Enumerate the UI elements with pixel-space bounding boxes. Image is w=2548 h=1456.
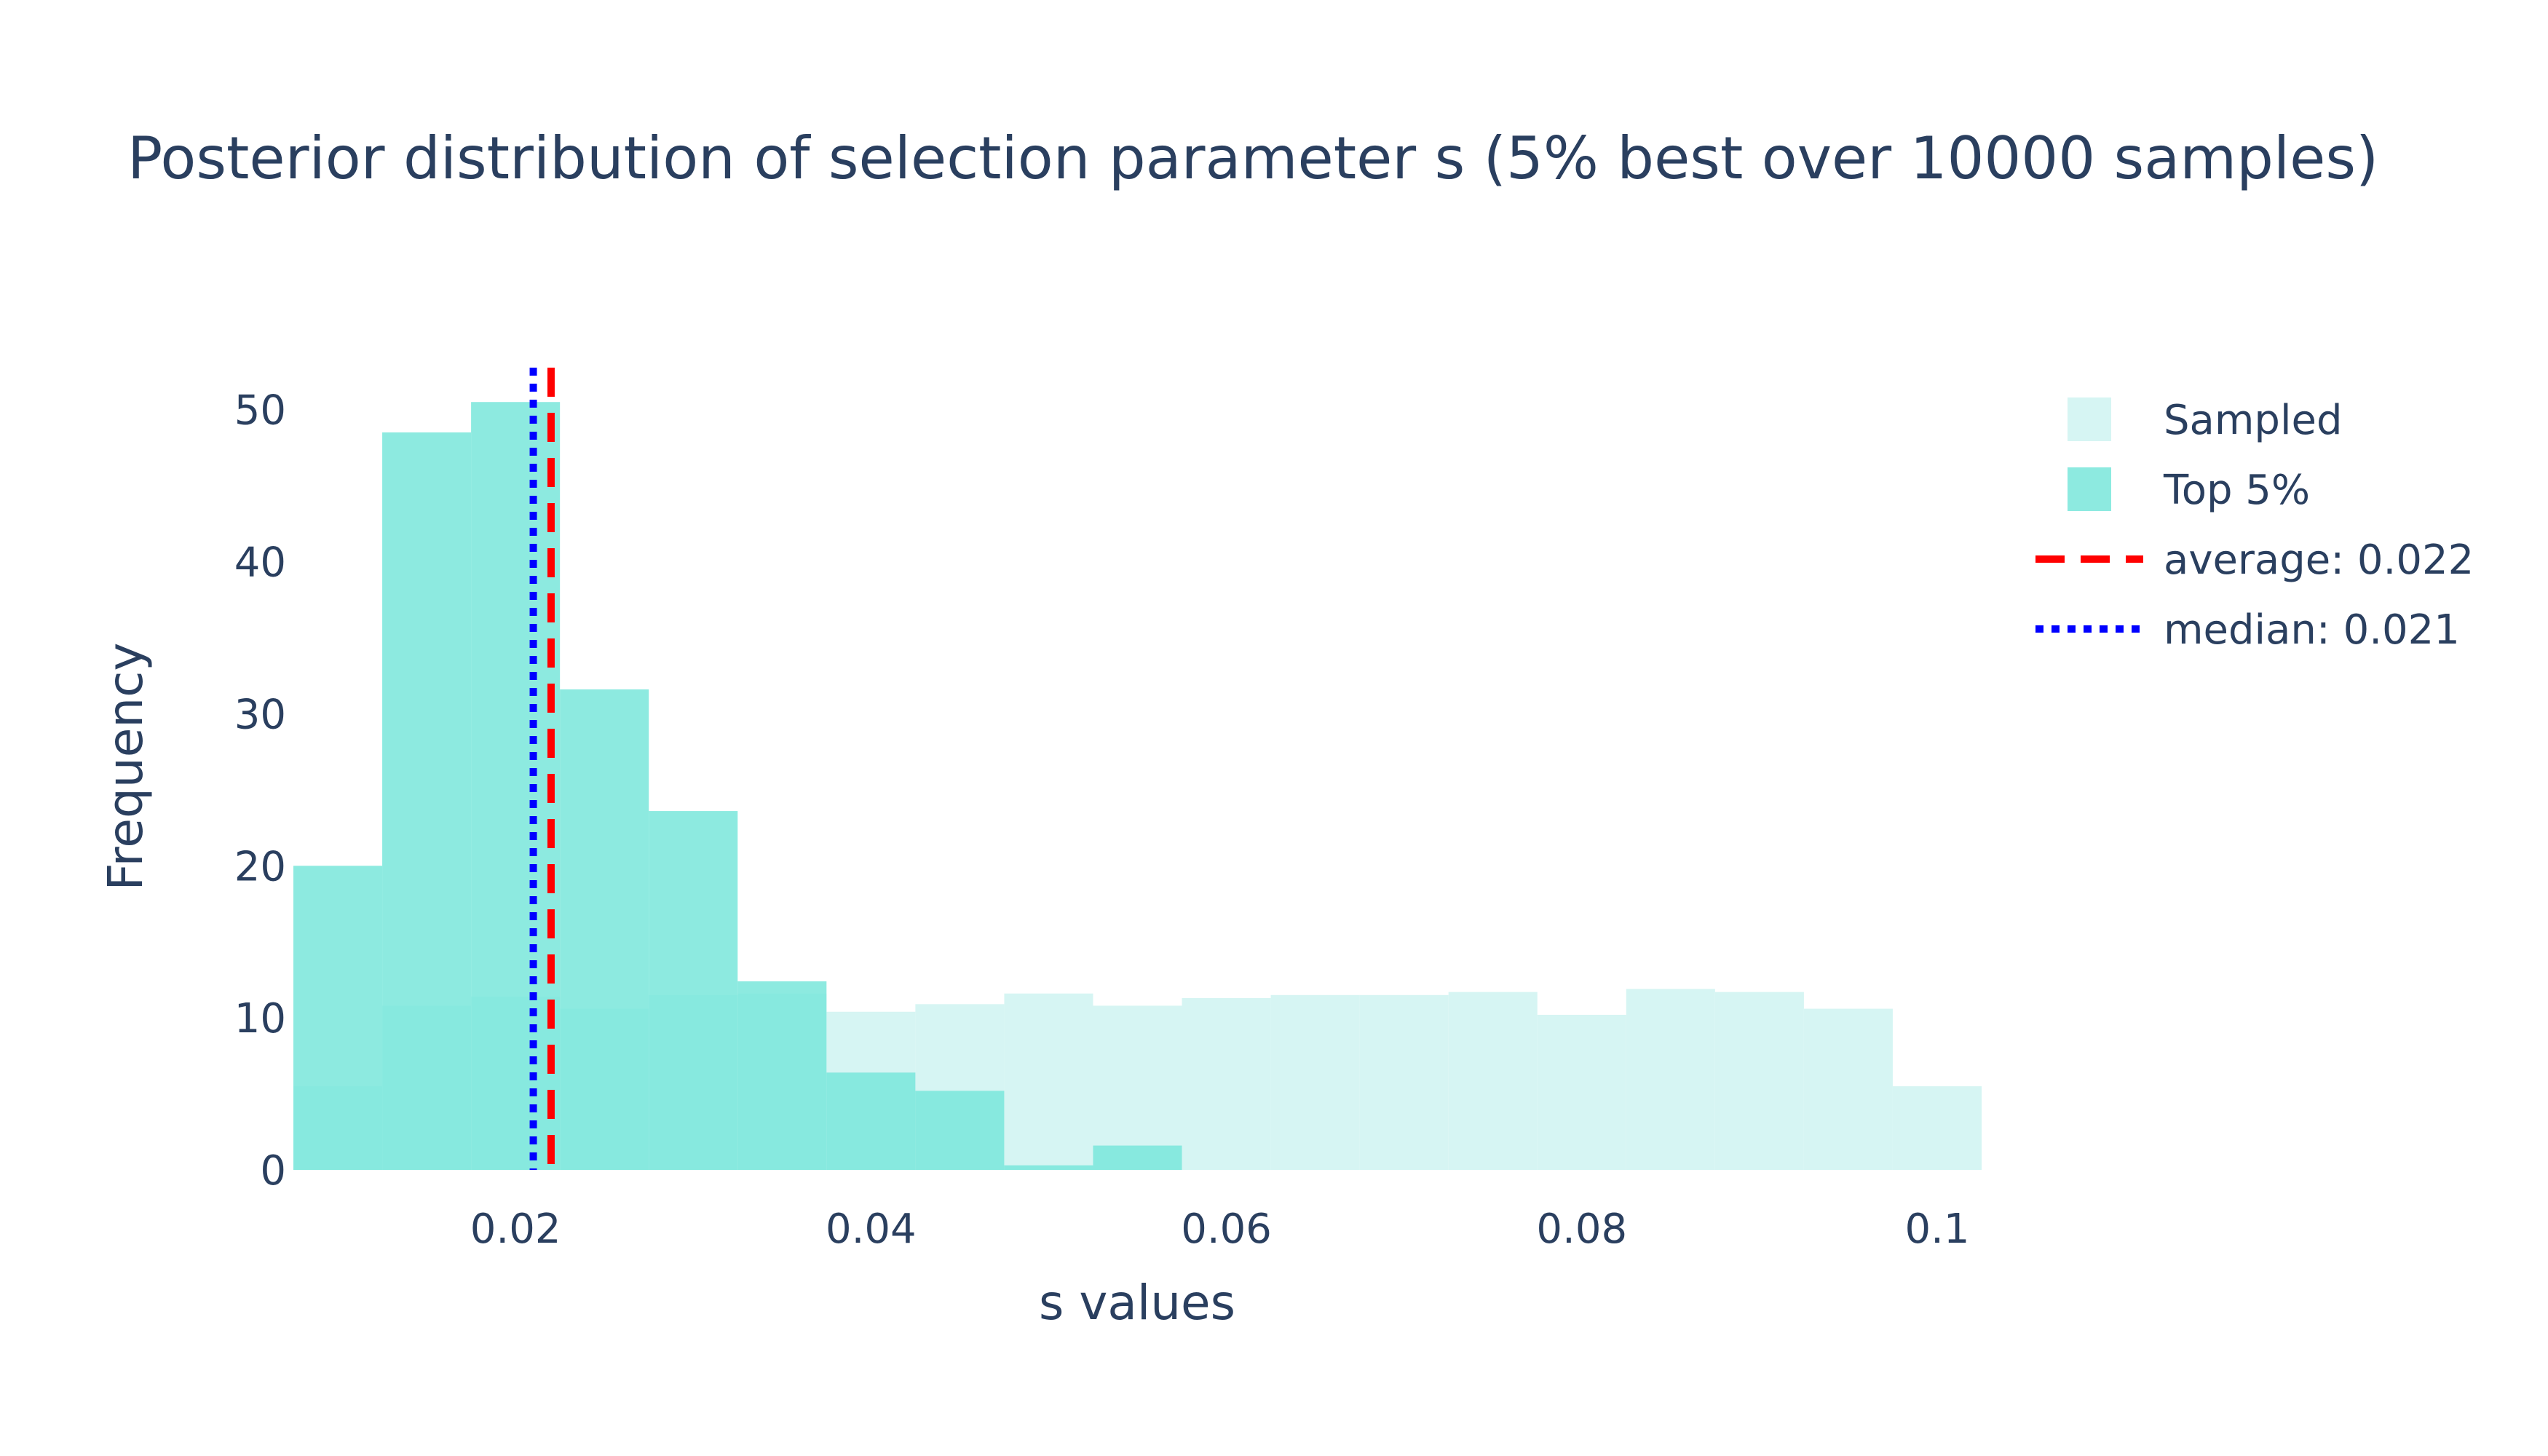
legend-item: median: 0.021 (2035, 606, 2460, 654)
top-bar-0 (293, 866, 383, 1170)
sampled-bar-8 (1004, 993, 1093, 1170)
sampled-bar-15 (1626, 989, 1715, 1170)
top-bar-8 (1004, 1165, 1093, 1170)
legend-label: Top 5% (2163, 467, 2310, 514)
legend-item: Sampled (2068, 397, 2343, 444)
y-tick-label: 10 (234, 995, 286, 1042)
y-tick-label: 0 (260, 1147, 286, 1195)
legend: Sampled Top 5% average: 0.022 median: 0.021 (2035, 397, 2474, 654)
legend-item: Top 5% (2068, 467, 2310, 514)
top-bar-9 (1093, 1145, 1182, 1170)
legend-label: Sampled (2164, 397, 2343, 444)
y-tick-label: 40 (234, 539, 286, 587)
x-tick-label: 0.06 (1181, 1206, 1272, 1253)
top-bar-4 (649, 811, 738, 1170)
top-bar-6 (826, 1072, 916, 1170)
legend-item: average: 0.022 (2035, 537, 2474, 584)
x-tick-label: 0.02 (470, 1206, 561, 1253)
y-tick-label: 20 (234, 843, 286, 890)
sampled-bar-14 (1537, 1014, 1626, 1170)
sampled-bar-16 (1714, 992, 1804, 1170)
sampled-bar-11 (1270, 994, 1360, 1170)
sampled-bar-10 (1182, 997, 1271, 1170)
top-bar-3 (560, 689, 649, 1170)
top-bar-5 (737, 981, 827, 1170)
sampled-bar-18 (1892, 1086, 1982, 1170)
x-tick-label: 0.04 (826, 1206, 917, 1253)
x-tick-label: 0.08 (1536, 1206, 1627, 1253)
legend-swatch (2068, 397, 2111, 441)
legend-label: average: 0.022 (2164, 537, 2474, 584)
sampled-bar-17 (1803, 1008, 1893, 1170)
x-tick-label: 0.1 (1904, 1206, 1969, 1253)
sampled-bar-9 (1093, 1005, 1182, 1170)
top-bar-1 (382, 432, 472, 1170)
x-axis-ticks: 0.02 0.04 0.06 0.08 0.1 (470, 1206, 1970, 1253)
y-tick-label: 30 (234, 691, 286, 738)
y-axis-ticks: 0 10 20 30 40 50 (234, 387, 286, 1195)
sampled-bar-13 (1448, 992, 1538, 1170)
top-bar-2 (471, 402, 561, 1170)
top-5-percent-bars (293, 402, 1182, 1170)
y-axis-title: Frequency (98, 643, 154, 891)
reference-lines (529, 368, 555, 1170)
sampled-bar-12 (1359, 994, 1449, 1170)
x-axis-title: s values (1039, 1275, 1235, 1331)
top-bar-7 (915, 1091, 1005, 1170)
legend-swatch (2068, 467, 2111, 511)
legend-label: median: 0.021 (2164, 606, 2460, 654)
chart-title: Posterior distribution of selection para… (127, 124, 2378, 192)
y-tick-label: 50 (234, 387, 286, 435)
